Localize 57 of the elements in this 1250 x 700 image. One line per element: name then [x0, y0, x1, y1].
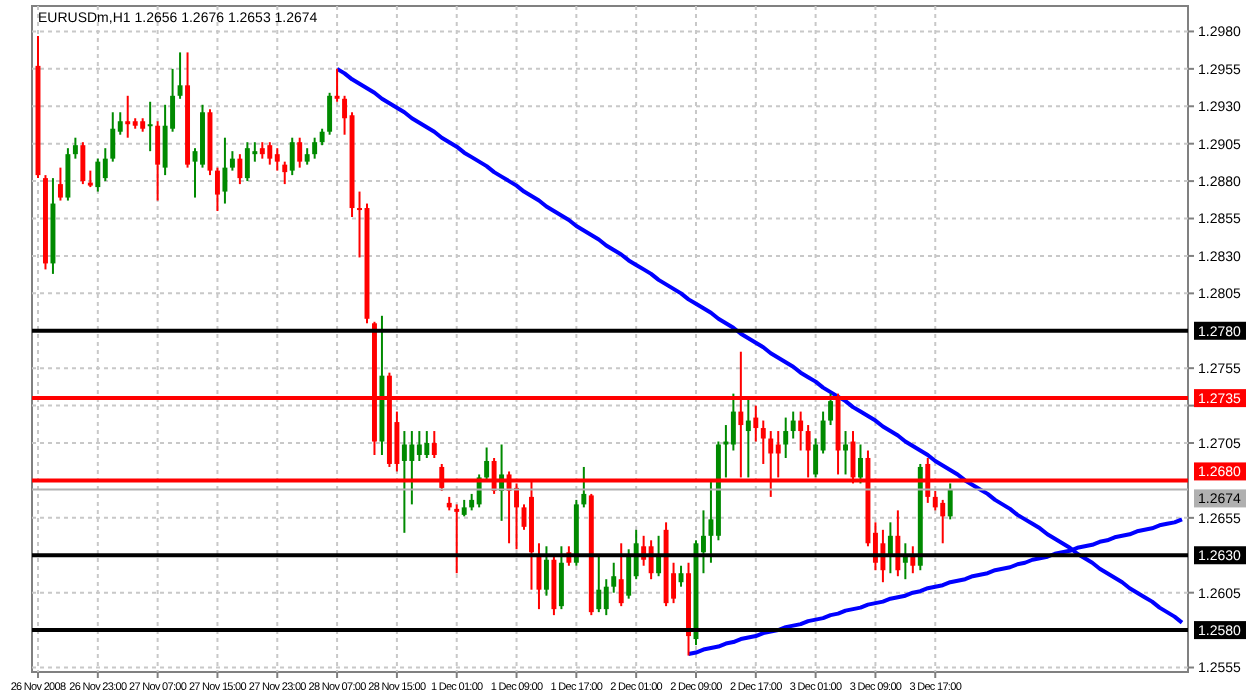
candlestick — [543, 545, 549, 597]
candlestick — [656, 534, 662, 578]
candlestick — [177, 51, 183, 100]
candlestick — [940, 498, 946, 545]
candlestick — [334, 67, 340, 103]
candlestick — [454, 503, 460, 575]
candlestick — [947, 482, 953, 521]
candlestick — [125, 94, 131, 139]
candlestick — [95, 157, 101, 193]
candlestick — [828, 392, 834, 427]
candlestick — [401, 430, 407, 534]
candlestick — [416, 430, 422, 462]
candlestick — [798, 410, 804, 452]
candlestick — [730, 392, 736, 452]
candlestick — [618, 542, 624, 608]
candlestick — [267, 141, 273, 166]
candlestick — [297, 136, 303, 169]
candlestick — [327, 91, 333, 136]
candlestick — [745, 397, 751, 479]
candlestick — [790, 410, 796, 440]
candlestick — [902, 542, 908, 581]
candlestick — [162, 103, 168, 177]
candlestick — [484, 446, 490, 482]
candlestick — [244, 141, 250, 183]
candlestick — [110, 111, 116, 163]
candlestick — [536, 542, 542, 611]
candlestick — [222, 136, 228, 205]
candlestick — [312, 136, 318, 160]
candlestick — [932, 489, 938, 512]
candlestick — [155, 120, 161, 202]
candlestick — [214, 166, 220, 213]
candlestick — [626, 548, 632, 600]
candlestick — [102, 147, 108, 183]
candlestick — [274, 147, 280, 172]
candlestick — [65, 147, 71, 202]
candlestick — [596, 555, 602, 614]
candlestick — [611, 561, 617, 594]
candlestick — [409, 430, 415, 506]
candlestick — [80, 141, 86, 186]
candlestick — [431, 430, 437, 459]
candlestick — [910, 545, 916, 575]
candlestick — [289, 136, 295, 177]
candlestick — [72, 136, 78, 160]
candlestick — [57, 166, 63, 202]
candlestick — [229, 150, 235, 172]
candlestick — [753, 404, 759, 443]
candlestick — [678, 564, 684, 588]
candlestick — [558, 545, 564, 611]
candlestick — [282, 160, 288, 186]
candlestick — [783, 416, 789, 459]
candlestick — [603, 578, 609, 617]
candlestick — [760, 419, 766, 465]
candlestick — [237, 153, 243, 186]
candlestick — [424, 430, 430, 459]
candlestick — [147, 100, 153, 153]
candlestick — [858, 443, 863, 485]
candlestick — [581, 465, 587, 509]
